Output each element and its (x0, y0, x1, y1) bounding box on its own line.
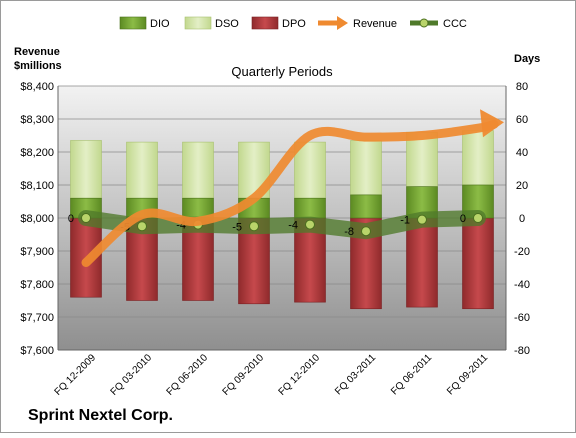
y-left-tick-label: $7,600 (20, 345, 54, 357)
ccc-data-label: -4 (288, 220, 298, 232)
bar-dso (462, 130, 494, 186)
y-left-tick-label: $8,000 (20, 213, 54, 225)
revenue-series-line (81, 119, 499, 268)
axes: $7,600 $7,700 $7,800 $7,900 $8,000 $8,100 $8,2… (20, 81, 530, 357)
ccc-point (473, 213, 483, 223)
y-right-tick-label: 0 (519, 213, 525, 225)
legend-swatch-dio (119, 16, 147, 30)
ccc-point (137, 221, 147, 232)
bar-dso (294, 141, 326, 199)
bar-dio (350, 194, 382, 219)
ccc-data-label: -1 (400, 215, 410, 227)
ccc-data-label: -8 (344, 226, 354, 238)
y-left-tick-label: $7,900 (20, 246, 54, 258)
y-left-tick-label: $8,100 (20, 180, 54, 192)
legend-swatch-dso (184, 16, 212, 30)
legend-label-dio: DIO (150, 18, 170, 30)
legend: DIO DSO DPO Revenue CCC (119, 16, 467, 30)
y-right-tick-label: -60 (514, 312, 530, 324)
y-left-label-line2: $millions (14, 60, 62, 72)
legend-label-revenue: Revenue (353, 18, 397, 30)
y-right-tick-label: 60 (516, 114, 528, 126)
legend-swatch-dpo (251, 16, 279, 30)
bar-dpo (406, 217, 438, 308)
y-right-label: Days (514, 53, 540, 65)
ccc-series-line (78, 210, 486, 240)
company-name: Sprint Nextel Corp. (28, 407, 173, 424)
y-right-tick-label: 40 (516, 147, 528, 159)
y-left-tick-label: $8,300 (20, 114, 54, 126)
bar-dpo (462, 217, 494, 310)
ccc-point (249, 221, 259, 232)
y-left-tick-label: $8,400 (20, 81, 54, 93)
ccc-point (305, 219, 315, 230)
ccc-data-label: -4 (176, 220, 186, 232)
legend-swatch-revenue-head (337, 16, 348, 30)
y-right-tick-label: -80 (514, 345, 530, 357)
ccc-data-label: 0 (68, 213, 74, 225)
ccc-point (81, 213, 91, 223)
y-left-label-line1: Revenue (14, 46, 60, 58)
revenue-arrowhead (480, 109, 504, 138)
y-right-tick-label: -40 (514, 279, 530, 291)
legend-swatch-ccc-marker (419, 18, 429, 28)
legend-label-dpo: DPO (282, 18, 306, 30)
bar-dio (294, 197, 326, 219)
y-left-tick-label: $8,200 (20, 147, 54, 159)
legend-label-dso: DSO (215, 18, 239, 30)
legend-label-ccc: CCC (443, 18, 467, 30)
y-right-tick-label: -20 (514, 246, 530, 258)
y-left-tick-label: $7,700 (20, 312, 54, 324)
ccc-data-label: -5 (232, 221, 242, 233)
bar-dso (182, 141, 214, 199)
ccc-point (361, 226, 371, 237)
y-left-tick-label: $7,800 (20, 279, 54, 291)
ccc-point (417, 214, 427, 225)
ccc-data-label: 0 (460, 213, 466, 225)
lines: 0-5 -4 -5 -4-8-1 0 (68, 109, 504, 268)
bar-dso (126, 141, 158, 199)
chart-title: Quarterly Periods (231, 64, 333, 79)
y-right-tick-label: 80 (516, 81, 528, 93)
y-right-tick-label: 20 (516, 180, 528, 192)
bar-dso (70, 140, 102, 199)
bar-dso (350, 140, 382, 196)
